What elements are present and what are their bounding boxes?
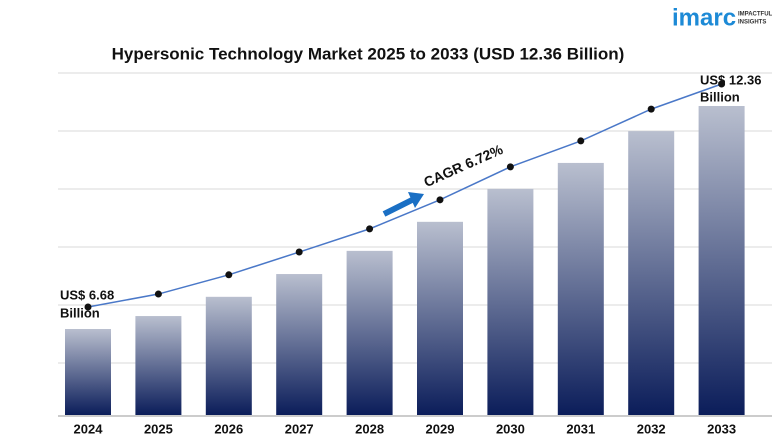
annotation: US$ 12.36: [700, 72, 761, 87]
trend-point: [295, 248, 303, 256]
annotation: US$ 6.68: [60, 287, 114, 302]
x-tick-label: 2026: [214, 421, 243, 436]
trend-point: [577, 137, 585, 145]
bar: [417, 221, 463, 415]
trend-point: [154, 290, 162, 298]
cagr-arrow: [382, 192, 424, 217]
x-tick-label: 2024: [74, 421, 104, 436]
trend-line: [87, 83, 722, 308]
trend-point: [718, 80, 726, 88]
brand-tagline: INSIGHTS: [738, 20, 766, 26]
trend-point: [647, 105, 655, 113]
bar: [487, 188, 534, 415]
x-tick-label: 2027: [285, 421, 314, 436]
x-tick-label: 2032: [637, 421, 666, 436]
bar: [346, 250, 393, 415]
x-tick-label: 2033: [707, 421, 736, 436]
x-tick-label: 2029: [426, 421, 455, 436]
trend-point: [506, 163, 514, 171]
annotation: CAGR 6.72%: [421, 141, 505, 190]
bar: [698, 106, 745, 415]
x-tick-label: 2028: [355, 421, 384, 436]
bar: [205, 296, 252, 415]
brand: imarc: [672, 4, 736, 31]
bar: [276, 274, 323, 415]
annotation: Billion: [700, 89, 740, 104]
trend-point: [366, 225, 374, 233]
annotation: Billion: [60, 305, 100, 320]
bar: [135, 316, 182, 415]
bar: [65, 329, 111, 415]
x-tick-label: 2030: [496, 421, 525, 436]
trend-point: [436, 196, 444, 204]
x-tick-label: 2031: [566, 421, 595, 436]
brand-tagline: IMPACTFUL: [738, 12, 773, 18]
chart-title: Hypersonic Technology Market 2025 to 203…: [112, 44, 625, 63]
bar: [557, 162, 604, 415]
x-tick-label: 2025: [144, 421, 173, 436]
bar: [628, 131, 675, 415]
trend-point: [84, 303, 92, 311]
trend-point: [225, 271, 233, 279]
